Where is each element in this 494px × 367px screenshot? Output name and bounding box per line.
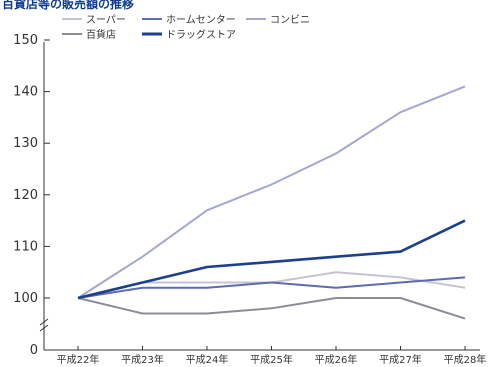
x-axis-ticks: 平成22年 平成23年 平成24年 平成25年 平成26年 平成27年 平成28年	[57, 346, 487, 366]
legend-label: 百貨店	[86, 28, 116, 41]
chart-title: 百貨店等の販売額の推移	[2, 0, 134, 11]
series-line-3	[77, 297, 466, 320]
legend-label: コンビニ	[270, 14, 310, 26]
x-tick-label: 平成25年	[250, 353, 293, 366]
y-axis-ticks: 150 140 130 120 110 100 0	[13, 33, 50, 358]
legend-label: ドラッグストア	[166, 28, 236, 41]
y-tick-label: 110	[13, 239, 38, 254]
y-tick-label: 100	[13, 291, 38, 306]
y-tick-label: 0	[30, 343, 38, 358]
x-tick-label: 平成23年	[121, 353, 164, 366]
x-tick-label: 平成27年	[379, 353, 422, 366]
legend-label: ホームセンター	[166, 14, 236, 26]
y-tick-label: 130	[13, 136, 38, 151]
series-line-1	[77, 276, 466, 299]
x-tick-label: 平成28年	[444, 353, 487, 366]
y-tick-label: 150	[13, 33, 38, 48]
x-tick-label: 平成22年	[57, 353, 100, 366]
legend-label: スーパー	[86, 14, 126, 26]
series-lines	[77, 85, 466, 320]
y-tick-label: 140	[13, 85, 38, 100]
x-tick-label: 平成26年	[315, 353, 358, 366]
y-tick-label: 120	[13, 188, 38, 203]
series-line-4	[77, 219, 466, 300]
axis-break-mark	[39, 318, 49, 332]
series-line-2	[77, 85, 466, 299]
x-tick-label: 平成24年	[186, 353, 229, 366]
